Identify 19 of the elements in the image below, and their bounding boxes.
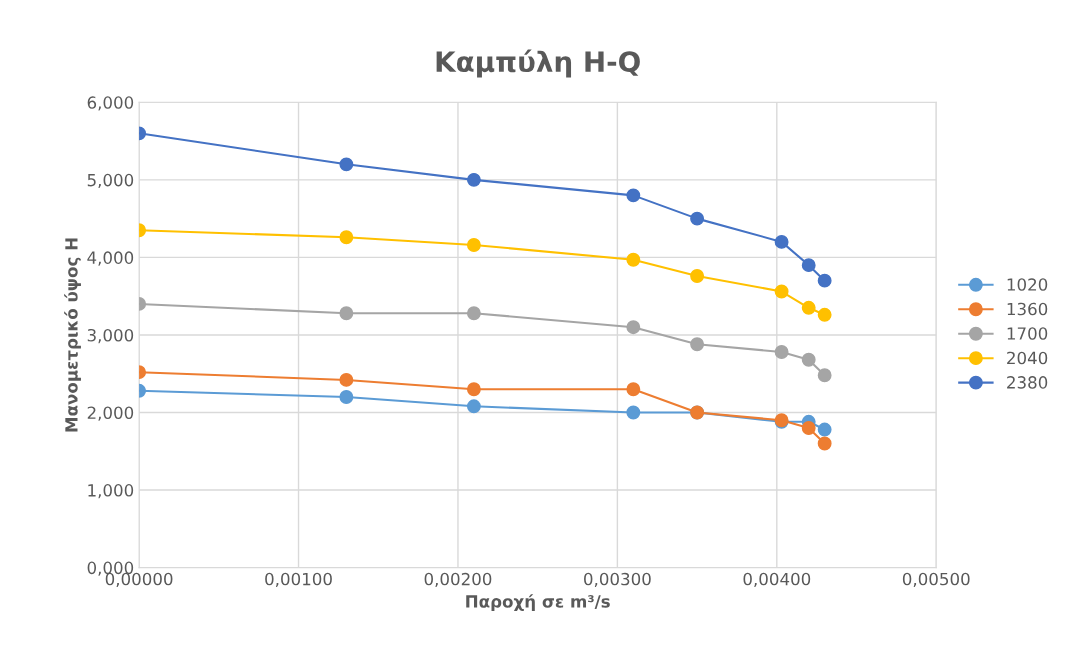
y-tick-label: 1,000 — [88, 484, 134, 499]
legend-label: 2380 — [1007, 376, 1048, 389]
legend-label: 1700 — [1007, 327, 1048, 340]
x-axis-title: Παροχή σε m³/s — [466, 594, 610, 611]
x-tick-label: 0,00100 — [265, 572, 332, 588]
legend-label: 2040 — [1007, 351, 1048, 365]
legend-label: 1020 — [1007, 278, 1048, 291]
x-tick-label: 0,00400 — [743, 572, 811, 588]
chart-title: Καμπύλη H-Q — [436, 49, 640, 78]
y-tick-label: 3,000 — [87, 328, 134, 344]
y-axis-title: Μανομετρικό ύψος H — [64, 238, 81, 432]
x-tick-label: 0,00200 — [424, 572, 492, 588]
y-tick-label: 5,000 — [87, 173, 134, 189]
legend-label: 1360 — [1007, 302, 1048, 316]
x-tick-label: 0,00300 — [584, 572, 651, 588]
y-tick-label: 6,000 — [87, 96, 134, 111]
y-tick-label: 4,000 — [87, 251, 134, 266]
y-tick-label: 2,000 — [87, 406, 134, 421]
x-tick-label: 0,00500 — [902, 572, 970, 588]
